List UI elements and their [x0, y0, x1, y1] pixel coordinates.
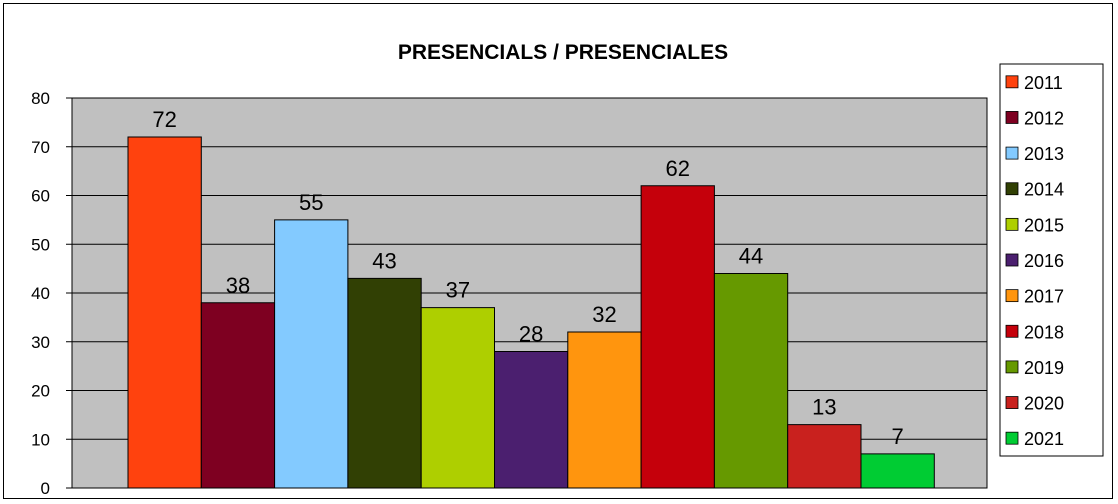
legend-label-2020: 2020	[1024, 394, 1064, 414]
data-label-2021: 7	[892, 424, 904, 449]
y-tick-label: 20	[31, 382, 50, 401]
data-label-2017: 32	[592, 302, 616, 327]
legend-label-2021: 2021	[1024, 429, 1064, 449]
legend-label-2019: 2019	[1024, 358, 1064, 378]
data-label-2013: 55	[299, 190, 323, 215]
bar-2012	[200, 302, 276, 489]
data-label-2014: 43	[372, 248, 396, 273]
legend-label-2012: 2012	[1024, 108, 1064, 128]
bar-2015	[420, 307, 496, 489]
y-tick-label: 40	[31, 284, 50, 303]
data-label-2015: 37	[446, 278, 470, 303]
data-label-2018: 62	[666, 156, 690, 181]
y-tick-label: 10	[31, 430, 50, 449]
legend-label-2018: 2018	[1024, 322, 1064, 342]
y-tick-label: 70	[31, 138, 50, 157]
legend: 2011 2012 2013 2014 2015 2016 2017 2018 2019 2020…	[999, 63, 1104, 457]
data-label-2012: 38	[226, 273, 250, 298]
legend-swatch-2012	[1005, 111, 1019, 124]
legend-swatch-2021	[1005, 431, 1019, 445]
legend-swatch-2013	[1005, 146, 1019, 160]
legend-label-2015: 2015	[1024, 215, 1064, 235]
data-label-2016: 28	[519, 322, 543, 347]
bar-2014	[347, 277, 422, 489]
bar-2013	[274, 219, 349, 489]
legend-label-2013: 2013	[1024, 144, 1064, 164]
legend-swatch-2018	[1005, 324, 1019, 338]
bar-2016	[494, 351, 569, 489]
legend-label-2011: 2011	[1024, 73, 1063, 93]
bar-2019	[713, 273, 789, 489]
legend-swatch-2020	[1005, 396, 1019, 409]
legend-label-2014: 2014	[1024, 180, 1064, 200]
bar-2021	[860, 453, 935, 489]
y-tick-label: 50	[31, 235, 50, 254]
bar-2017	[567, 331, 642, 489]
bar-2018	[640, 185, 715, 489]
legend-swatch-2014	[1005, 182, 1019, 196]
data-label-2011: 72	[152, 107, 176, 132]
y-tick-label: 80	[31, 89, 50, 108]
legend-swatch-2017	[1005, 289, 1019, 303]
data-label-2020: 13	[812, 395, 836, 420]
legend-swatch-2016	[1005, 253, 1019, 267]
chart-title: PRESENCIALS / PRESENCIALES	[398, 41, 728, 64]
y-tick-label: 60	[31, 187, 50, 206]
y-tick-label: 0	[41, 479, 50, 498]
bar-2020	[787, 424, 862, 489]
legend-swatch-2011	[1005, 75, 1019, 89]
legend-label-2017: 2017	[1024, 287, 1064, 307]
plot-area: 0 10 20 30 40 50 60 70 80 72 38 55 43 37 28 32 62 44 13 7	[31, 89, 988, 498]
legend-swatch-2019	[1005, 360, 1019, 374]
data-label-2019: 44	[739, 244, 763, 269]
bar-2011	[127, 136, 202, 489]
legend-swatch-2015	[1005, 217, 1019, 231]
y-tick-label: 30	[31, 333, 50, 352]
legend-label-2016: 2016	[1024, 251, 1064, 271]
